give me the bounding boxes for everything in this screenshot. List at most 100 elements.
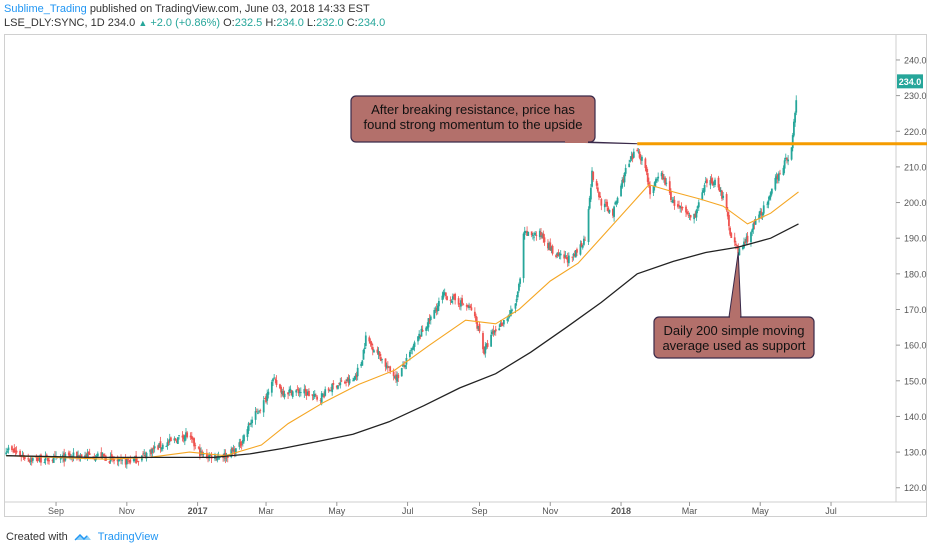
candle-body xyxy=(791,135,794,149)
price-chart[interactable]: 120.0 130.0 140.0 150.0 160.0 170.0 180.0 190.0… xyxy=(4,34,927,517)
tradingview-logo-icon xyxy=(74,534,91,541)
candle-body xyxy=(622,178,625,183)
candle-body xyxy=(243,435,245,442)
time-tick-label: May xyxy=(752,506,770,516)
candle-body xyxy=(222,456,225,459)
candle-body xyxy=(704,180,707,183)
candle-body xyxy=(758,214,761,219)
candle-body xyxy=(541,235,544,238)
candle-body xyxy=(437,300,440,307)
candle-body xyxy=(266,393,269,401)
candle-body xyxy=(603,203,606,208)
candle-body xyxy=(149,450,151,452)
candle-body xyxy=(281,391,284,395)
candle-body xyxy=(722,195,725,198)
candle-body xyxy=(296,389,299,391)
candle-body xyxy=(540,232,542,236)
candle-body xyxy=(165,445,168,447)
candle-body xyxy=(161,444,164,449)
candle-body xyxy=(208,455,211,459)
candle-body xyxy=(247,423,250,431)
candle-body xyxy=(644,158,647,169)
candle-body xyxy=(679,205,682,208)
candle-body xyxy=(38,456,41,462)
candle-body xyxy=(226,456,229,458)
candle-body xyxy=(101,452,104,458)
candle-body xyxy=(181,435,184,438)
price-tick-label: 180.0 xyxy=(904,269,927,279)
candle-body xyxy=(411,348,414,350)
candle-body xyxy=(600,199,603,206)
candle-body xyxy=(202,453,205,456)
candle-body xyxy=(681,207,684,209)
candle-body xyxy=(584,239,586,241)
candle-body xyxy=(69,453,71,458)
author-link[interactable]: Sublime_Trading xyxy=(4,3,87,15)
candle-body xyxy=(598,192,600,198)
candle-body xyxy=(328,390,331,392)
candle-body xyxy=(234,448,237,454)
candles xyxy=(5,95,798,469)
candle-body xyxy=(427,318,430,328)
candle-body xyxy=(685,206,687,213)
candle-body xyxy=(72,452,75,457)
candle-body xyxy=(607,207,610,212)
candle-body xyxy=(629,160,632,162)
candle-body xyxy=(193,438,196,447)
candle-body xyxy=(377,351,380,355)
candle-body xyxy=(289,388,292,391)
candle-body xyxy=(671,201,673,202)
candle-body xyxy=(752,223,755,230)
candle-body xyxy=(353,378,356,381)
candle-body xyxy=(760,211,763,216)
candle-body xyxy=(736,245,738,246)
candle-body xyxy=(665,182,668,184)
candle-body xyxy=(176,437,179,444)
candle-body xyxy=(340,380,343,382)
candle-body xyxy=(137,460,140,462)
candle-body xyxy=(44,455,47,461)
candle-body xyxy=(167,441,170,443)
candle-body xyxy=(364,335,367,346)
candle-body xyxy=(118,458,121,460)
candle-body xyxy=(656,178,658,181)
candle-body xyxy=(485,344,488,348)
candle-body xyxy=(291,391,294,398)
candle-body xyxy=(128,460,131,462)
candle-body xyxy=(712,183,715,185)
candle-body xyxy=(581,245,584,248)
candle-body xyxy=(726,211,729,217)
candle-body xyxy=(417,336,419,342)
callout-box xyxy=(350,95,596,143)
candle-body xyxy=(632,151,635,158)
time-tick-label: Nov xyxy=(119,506,136,516)
candle-body xyxy=(490,334,493,347)
candle-body xyxy=(506,318,509,321)
candle-body xyxy=(462,304,465,306)
ohlc-line: LSE_DLY:SYNC, 1D 234.0 ▲ +2.0 (+0.86%) O… xyxy=(4,16,928,30)
candle-body xyxy=(580,242,583,247)
candle-body xyxy=(53,455,56,457)
candle-body xyxy=(174,438,177,441)
candle-body xyxy=(514,303,517,309)
candle-body xyxy=(500,323,503,327)
candle-body xyxy=(117,458,120,462)
candle-body xyxy=(199,448,201,457)
candle-body xyxy=(194,444,197,446)
price-tick-label: 220.0 xyxy=(904,127,927,137)
candle-body xyxy=(563,254,566,259)
candle-body xyxy=(361,360,364,366)
candle-body xyxy=(729,227,731,235)
candle-body xyxy=(339,382,342,386)
candle-body xyxy=(746,235,749,242)
candle-body xyxy=(132,458,135,462)
tradingview-brand[interactable]: TradingView xyxy=(97,531,159,543)
candle-body xyxy=(734,243,737,245)
candle-body xyxy=(324,389,327,396)
high-label: H: xyxy=(265,17,277,29)
candle-body xyxy=(348,378,351,384)
candle-body xyxy=(80,454,83,457)
candle-body xyxy=(145,452,148,459)
candle-body xyxy=(637,151,640,153)
candle-body xyxy=(295,390,298,393)
